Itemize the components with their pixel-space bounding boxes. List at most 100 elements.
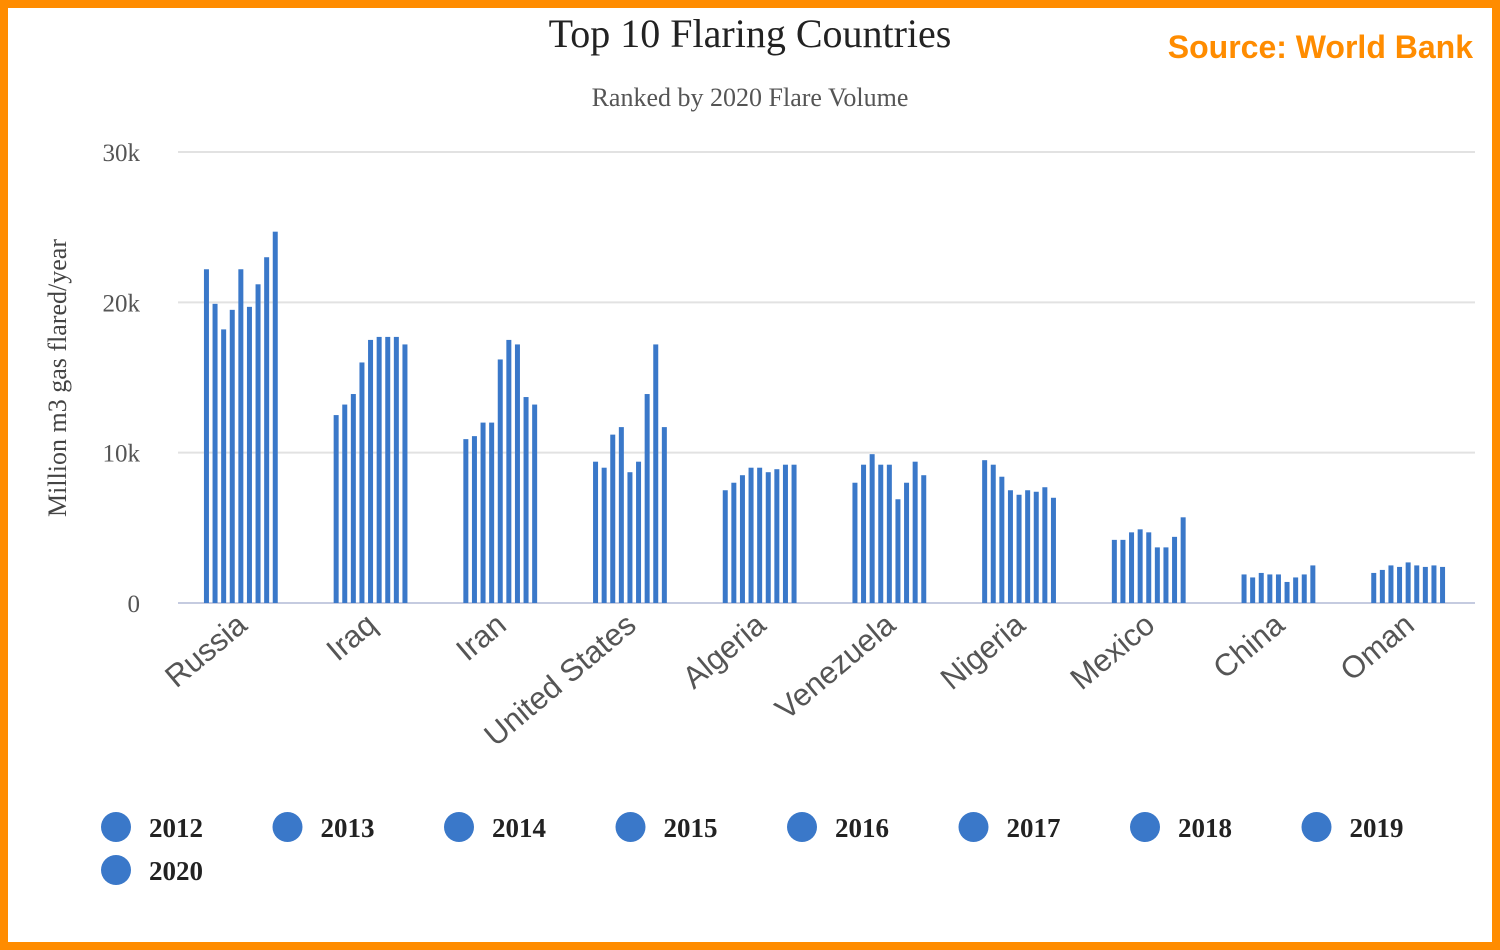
bar-2016[interactable] bbox=[1016, 494, 1022, 603]
legend-item-2020[interactable]: 2020 bbox=[101, 855, 203, 886]
bar-2014[interactable] bbox=[869, 454, 875, 603]
bar-2012[interactable] bbox=[852, 482, 858, 603]
bar-2016[interactable] bbox=[1275, 574, 1281, 603]
bar-2019[interactable] bbox=[1172, 536, 1178, 603]
bar-2016[interactable] bbox=[627, 472, 633, 603]
bar-2015[interactable] bbox=[1397, 566, 1403, 603]
bar-2013[interactable] bbox=[861, 464, 867, 603]
bar-2020[interactable] bbox=[661, 427, 667, 603]
bar-2016[interactable] bbox=[497, 359, 503, 603]
bar-2019[interactable] bbox=[912, 461, 918, 603]
bar-2020[interactable] bbox=[402, 344, 408, 603]
bar-2015[interactable] bbox=[489, 422, 495, 603]
bar-2020[interactable] bbox=[1180, 517, 1186, 603]
bar-2018[interactable] bbox=[255, 284, 261, 603]
bar-2014[interactable] bbox=[221, 329, 227, 603]
bar-2018[interactable] bbox=[385, 336, 391, 603]
bar-2013[interactable] bbox=[342, 404, 348, 603]
bar-2014[interactable] bbox=[350, 394, 356, 603]
bar-2018[interactable] bbox=[1293, 577, 1299, 603]
bar-2018[interactable] bbox=[904, 482, 910, 603]
bar-2012[interactable] bbox=[1241, 574, 1247, 603]
bar-2017[interactable] bbox=[1284, 581, 1290, 603]
bar-2015[interactable] bbox=[1007, 490, 1013, 603]
bar-2014[interactable] bbox=[1258, 572, 1264, 603]
bar-2016[interactable] bbox=[757, 467, 763, 603]
bar-2016[interactable] bbox=[1405, 562, 1411, 603]
bar-2019[interactable] bbox=[782, 464, 788, 603]
bar-2020[interactable] bbox=[921, 475, 927, 603]
bar-2020[interactable] bbox=[532, 404, 538, 603]
bar-2020[interactable] bbox=[791, 464, 797, 603]
legend-item-2018[interactable]: 2018 bbox=[1130, 812, 1232, 843]
bar-2013[interactable] bbox=[731, 482, 737, 603]
bar-2017[interactable] bbox=[376, 336, 382, 603]
bar-2013[interactable] bbox=[1120, 539, 1126, 603]
legend-item-2019[interactable]: 2019 bbox=[1301, 812, 1404, 843]
bar-2020[interactable] bbox=[1050, 497, 1056, 603]
legend-item-2015[interactable]: 2015 bbox=[615, 812, 718, 843]
bar-2019[interactable] bbox=[523, 397, 529, 603]
bar-2015[interactable] bbox=[1267, 574, 1273, 603]
bar-2020[interactable] bbox=[1310, 565, 1316, 603]
bar-2012[interactable] bbox=[1111, 539, 1117, 603]
bar-2017[interactable] bbox=[246, 306, 252, 603]
bar-2017[interactable] bbox=[636, 461, 642, 603]
bar-2014[interactable] bbox=[1388, 565, 1394, 603]
bar-2015[interactable] bbox=[748, 467, 754, 603]
bar-2017[interactable] bbox=[895, 499, 901, 603]
bar-2015[interactable] bbox=[878, 464, 884, 603]
bar-2013[interactable] bbox=[212, 303, 218, 603]
bar-2012[interactable] bbox=[333, 415, 339, 603]
legend-item-2016[interactable]: 2016 bbox=[787, 812, 889, 843]
bar-2013[interactable] bbox=[601, 467, 607, 603]
bar-2014[interactable] bbox=[739, 475, 745, 603]
bar-2019[interactable] bbox=[1431, 565, 1437, 603]
legend-marker-icon bbox=[101, 812, 131, 842]
bar-2019[interactable] bbox=[1301, 574, 1307, 603]
bar-2018[interactable] bbox=[774, 469, 780, 603]
bar-2015[interactable] bbox=[229, 309, 235, 603]
legend-item-2014[interactable]: 2014 bbox=[444, 812, 546, 843]
bar-2019[interactable] bbox=[264, 257, 270, 603]
bar-2017[interactable] bbox=[765, 472, 771, 603]
bar-2016[interactable] bbox=[368, 339, 374, 603]
bar-2016[interactable] bbox=[886, 464, 892, 603]
bar-2014[interactable] bbox=[480, 422, 486, 603]
legend-item-2017[interactable]: 2017 bbox=[958, 812, 1061, 843]
bar-2019[interactable] bbox=[1042, 487, 1048, 603]
bar-2019[interactable] bbox=[393, 336, 399, 603]
bar-2018[interactable] bbox=[514, 344, 520, 603]
bar-2020[interactable] bbox=[272, 231, 278, 603]
bar-2014[interactable] bbox=[999, 476, 1005, 603]
bar-2018[interactable] bbox=[1422, 566, 1428, 603]
bar-2018[interactable] bbox=[1033, 491, 1039, 603]
bar-2012[interactable] bbox=[1371, 572, 1377, 603]
bar-2015[interactable] bbox=[1137, 529, 1143, 603]
bar-2017[interactable] bbox=[1025, 490, 1031, 603]
bar-2013[interactable] bbox=[1379, 569, 1385, 603]
legend-item-2013[interactable]: 2013 bbox=[272, 812, 375, 843]
bar-2015[interactable] bbox=[359, 362, 365, 603]
bar-2013[interactable] bbox=[471, 436, 477, 603]
bar-2012[interactable] bbox=[463, 439, 469, 603]
bar-2013[interactable] bbox=[990, 464, 996, 603]
bar-2012[interactable] bbox=[982, 460, 988, 603]
bar-2016[interactable] bbox=[1146, 532, 1152, 603]
bar-2017[interactable] bbox=[506, 339, 512, 603]
bar-2012[interactable] bbox=[203, 269, 209, 603]
bar-2014[interactable] bbox=[1129, 532, 1135, 603]
bar-2018[interactable] bbox=[644, 394, 650, 603]
bar-2014[interactable] bbox=[610, 434, 616, 603]
bar-2020[interactable] bbox=[1440, 566, 1446, 603]
legend-item-2012[interactable]: 2012 bbox=[101, 812, 203, 843]
bar-2017[interactable] bbox=[1414, 565, 1420, 603]
bar-2013[interactable] bbox=[1250, 577, 1256, 603]
bar-2012[interactable] bbox=[722, 490, 728, 603]
bar-2016[interactable] bbox=[238, 269, 244, 603]
bar-2018[interactable] bbox=[1163, 547, 1169, 603]
bar-2017[interactable] bbox=[1154, 547, 1160, 603]
bar-2012[interactable] bbox=[593, 461, 599, 603]
bar-2019[interactable] bbox=[653, 344, 659, 603]
bar-2015[interactable] bbox=[618, 427, 624, 603]
